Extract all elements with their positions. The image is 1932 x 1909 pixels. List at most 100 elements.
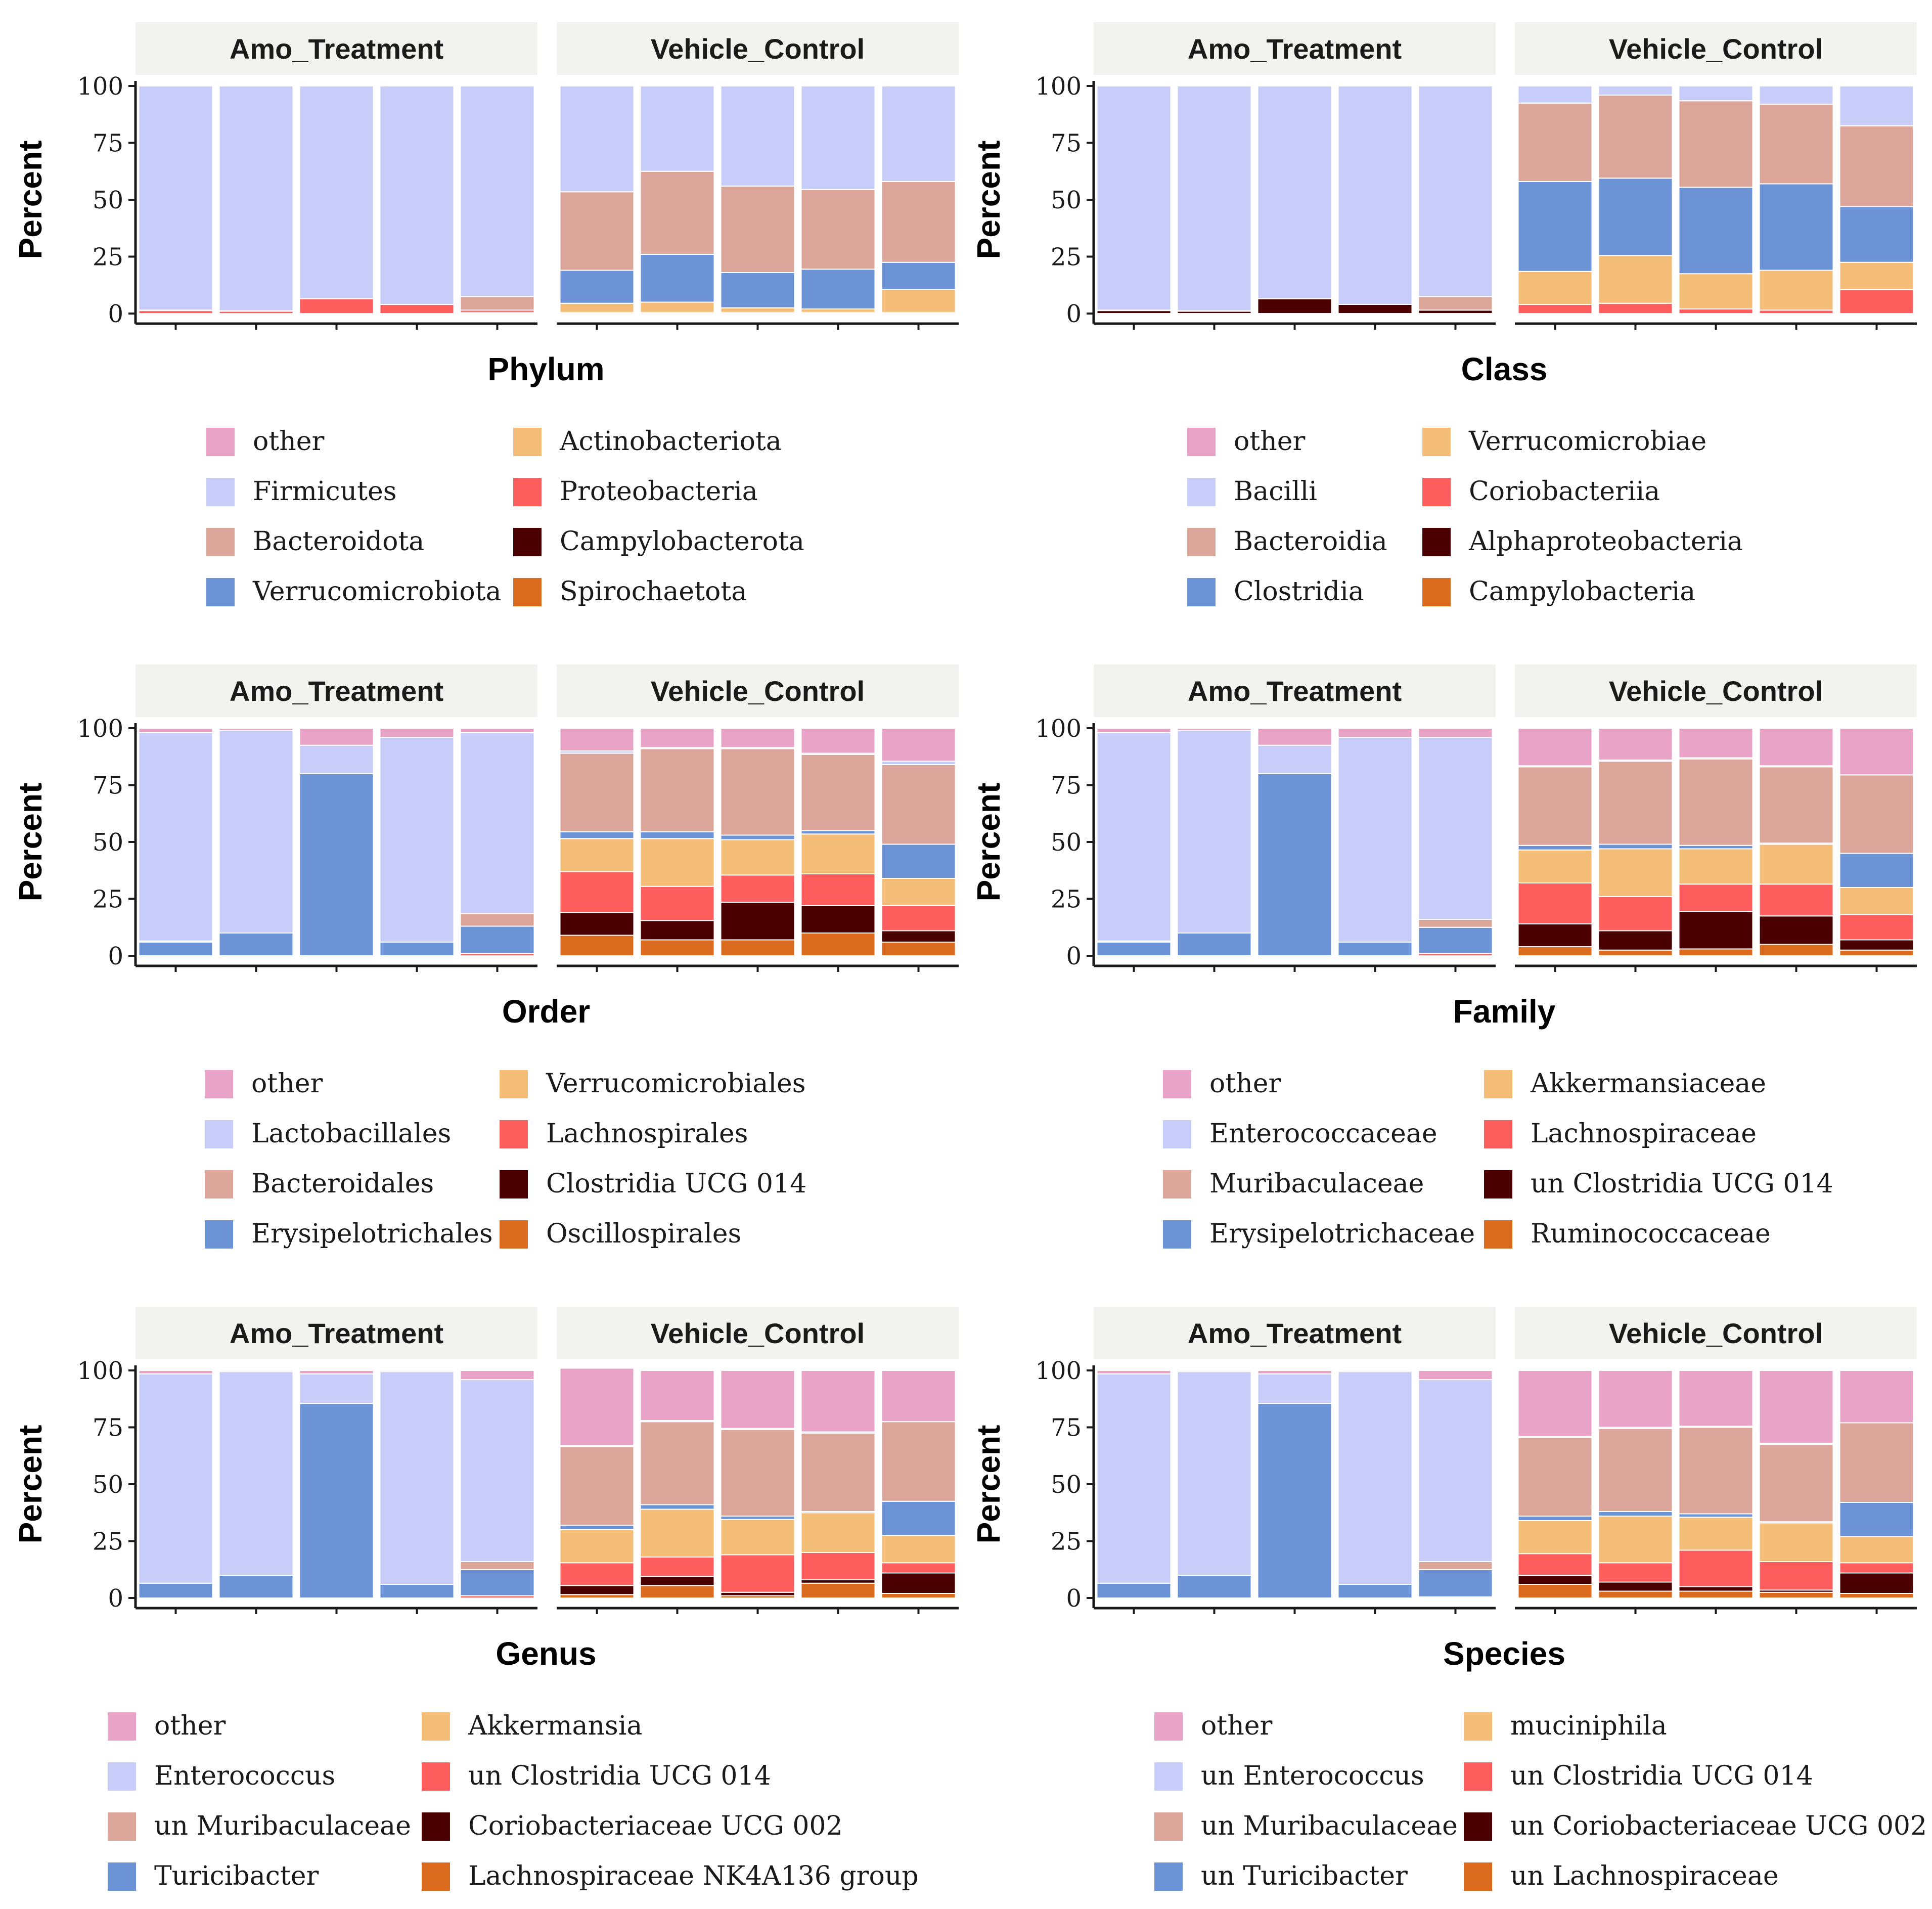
y-tick-label: 0	[1066, 942, 1082, 970]
legend: other Enterococcaceae Muribaculaceae Erysip…	[1163, 1069, 1833, 1249]
bar-segment-other	[1678, 728, 1754, 759]
bar-segment-erysipelotrichaceae	[1598, 843, 1673, 850]
bar-segment-un-muribaculaceae	[720, 1429, 795, 1517]
legend-swatch	[422, 1862, 450, 1891]
bar-segment-enterococcaceae	[1418, 737, 1493, 920]
bar-segment-un-coriobacteriaceae-ucg-002	[1598, 1581, 1673, 1592]
legend-swatch	[500, 1220, 528, 1249]
bar-segment-coriobacteriia	[1759, 309, 1834, 314]
legend-swatch	[206, 428, 235, 456]
bar-segment-other	[559, 1367, 635, 1446]
bar-segment-enterococcus	[460, 1379, 535, 1562]
bar-segment-verrucomicrobiota	[800, 269, 876, 309]
y-tick-label: 50	[1051, 186, 1082, 214]
bar-segment-bacteroidia	[1517, 102, 1593, 182]
bar-segment-other	[1678, 1370, 1754, 1427]
bar-segment-lachnospiraceae-nk4a136-group	[640, 1585, 715, 1599]
bar-segment-firmicutes	[379, 85, 455, 305]
bar-segment-coriobacteriaceae-ucg-002	[720, 1591, 795, 1596]
legend-label: other	[253, 426, 324, 457]
bar-segment-other	[1759, 728, 1834, 767]
bar-segment-muribaculaceae	[1759, 766, 1834, 844]
legend-label: Bacteroidales	[251, 1169, 434, 1199]
bar-segment-lachnospirales	[559, 871, 635, 913]
bar-segment-actinobacteriota	[559, 302, 635, 313]
bar-segment-muribaculaceae	[1678, 758, 1754, 846]
y-tick-label: 25	[1051, 243, 1082, 272]
panel-title: Phylum	[487, 351, 604, 387]
facet-strip-label: Vehicle_Control	[1609, 675, 1823, 707]
bar-segment-bacteroidales	[460, 913, 535, 927]
facet-strip	[1515, 1307, 1917, 1359]
y-tick-label: 0	[108, 1584, 123, 1613]
bar-segment-un-enterococcus	[1096, 1373, 1172, 1584]
bar-segment-bacilli	[1096, 85, 1172, 311]
bar-segment-turicibacter	[460, 1569, 535, 1596]
bar-segment-erysipelotrichaceae	[1096, 942, 1172, 956]
y-tick-label: 25	[1051, 885, 1082, 914]
bar-segment-un-muribaculaceae	[1759, 1444, 1834, 1523]
bar-segment-turicibacter	[881, 1500, 956, 1536]
y-axis-title: Percent	[970, 141, 1007, 259]
legend-label: un Turicibacter	[1201, 1861, 1408, 1891]
legend-label: Actinobacteriota	[559, 426, 782, 457]
bar-segment-un-clostridia-ucg-014	[1517, 1553, 1593, 1576]
y-tick-label: 0	[108, 300, 123, 328]
legend-swatch	[205, 1220, 233, 1249]
bar-segment-other	[720, 1370, 795, 1429]
bar-segment-ruminococcaceae	[1517, 946, 1593, 956]
legend-swatch	[1187, 478, 1216, 506]
legend-label: other	[154, 1711, 226, 1741]
y-tick-label: 100	[77, 72, 123, 101]
legend-label: Coriobacteriaceae UCG 002	[468, 1811, 843, 1841]
bar-segment-other	[1418, 728, 1493, 738]
y-tick-label: 50	[93, 186, 123, 214]
bar-segment-oscillospirales	[720, 939, 795, 956]
bar-segment-other	[218, 728, 294, 731]
y-tick-label: 75	[1051, 772, 1082, 800]
bar-segment-turicibacter	[218, 1575, 294, 1599]
legend-swatch	[513, 478, 542, 506]
legend-swatch	[1422, 578, 1451, 606]
legend-label: Enterococcaceae	[1209, 1119, 1437, 1149]
bar-segment-other	[1839, 1370, 1914, 1424]
legend-swatch	[1422, 478, 1451, 506]
bar-segment-bacilli	[1517, 85, 1593, 104]
bar-segment-akkermansiaceae	[1598, 848, 1673, 897]
legend-swatch	[1464, 1812, 1492, 1841]
bar-segment-un-lachnospiraceae	[1517, 1584, 1593, 1599]
bar-segment-verrucomicrobiota	[559, 270, 635, 304]
bar-segment-coriobacteriia	[1839, 289, 1914, 314]
bar-segment-muribaculaceae	[1418, 919, 1493, 928]
bar-segment-other	[299, 1370, 374, 1374]
y-tick-label: 0	[108, 942, 123, 970]
legend-label: Clostridia UCG 014	[546, 1169, 806, 1199]
y-tick-label: 100	[77, 1357, 123, 1385]
y-tick-label: 75	[93, 129, 123, 158]
facet-strip	[557, 22, 959, 75]
bar-segment-actinobacteriota	[720, 307, 795, 313]
legend-swatch	[206, 478, 235, 506]
bar-segment-verrucomicrobiae	[1678, 273, 1754, 309]
bar-segment-other	[559, 728, 635, 751]
bar-segment-bacilli	[1418, 85, 1493, 297]
legend-swatch	[422, 1762, 450, 1791]
legend-swatch	[1163, 1220, 1191, 1249]
bar-segment-other	[1177, 728, 1252, 731]
legend-label: Verrucomicrobiales	[546, 1069, 805, 1099]
y-tick-label: 50	[93, 1471, 123, 1499]
legend-swatch	[1154, 1762, 1183, 1791]
y-tick-label: 75	[1051, 1414, 1082, 1442]
bar-segment-verrucomicrobiae	[1839, 261, 1914, 290]
y-tick-label: 25	[1051, 1528, 1082, 1556]
legend-swatch	[1422, 528, 1451, 556]
facet-strip	[1515, 664, 1917, 717]
legend-swatch	[1464, 1862, 1492, 1891]
bar-segment-akkermansiaceae	[1759, 843, 1834, 885]
bar-segment-other	[881, 728, 956, 762]
bar-segment-turicibacter	[138, 1582, 213, 1599]
bar-segment-clostridia-ucg-014	[720, 902, 795, 941]
legend-label: Firmicutes	[253, 476, 396, 507]
bar-segment-un-clostridia-ucg-014	[1598, 930, 1673, 951]
bar-segment-bacteroidota	[720, 186, 795, 273]
